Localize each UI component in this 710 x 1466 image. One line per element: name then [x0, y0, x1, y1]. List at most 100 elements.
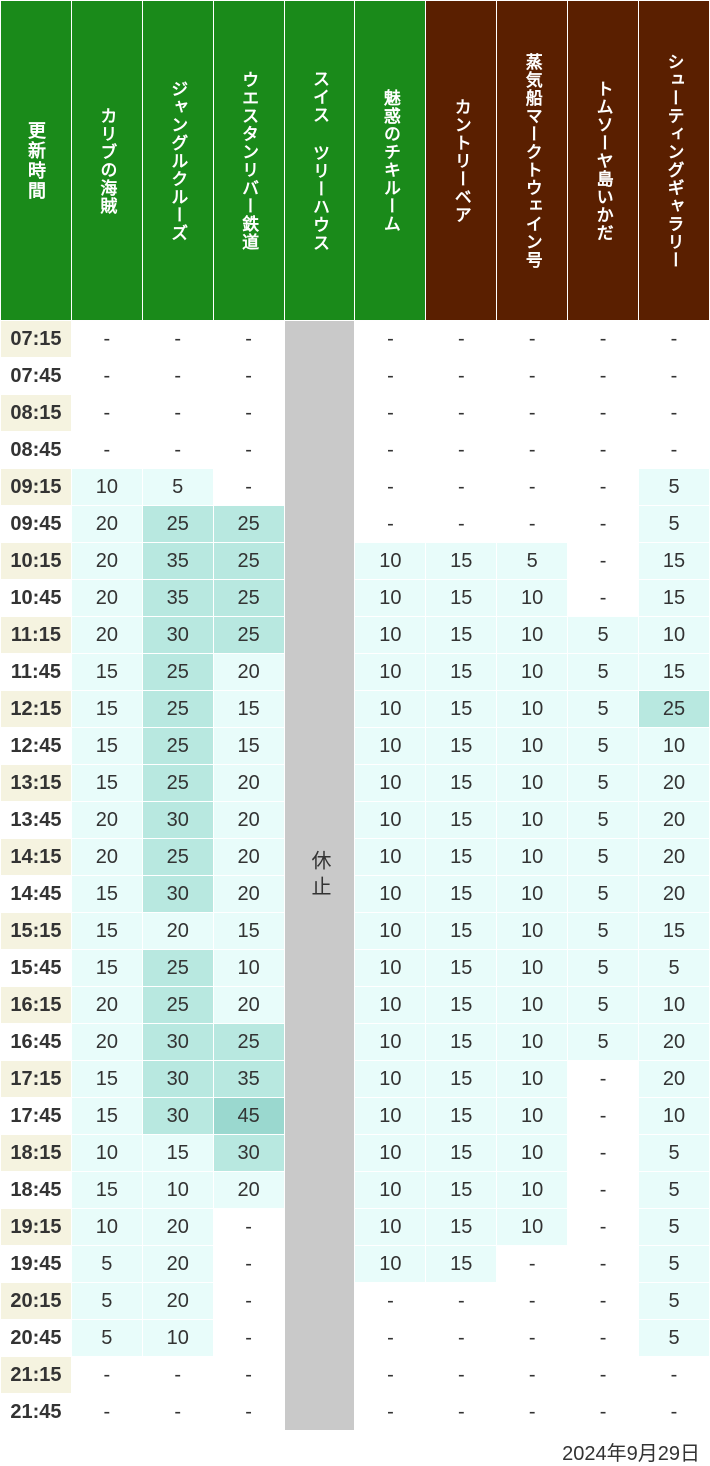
data-cell: 10	[355, 654, 426, 691]
table-row: 10:45203525101510-15	[1, 580, 710, 617]
table-row: 15:4515251010151055	[1, 950, 710, 987]
data-cell: 25	[142, 691, 213, 728]
data-cell: 5	[568, 802, 639, 839]
data-cell: -	[568, 543, 639, 580]
data-cell: -	[497, 1283, 568, 1320]
closed-cell: 休止	[284, 321, 355, 1431]
data-cell: 5	[568, 654, 639, 691]
data-cell: 15	[71, 1172, 142, 1209]
data-cell: -	[213, 358, 284, 395]
data-cell: 20	[639, 1024, 710, 1061]
data-cell: 10	[497, 987, 568, 1024]
data-cell: 10	[497, 1098, 568, 1135]
data-cell: 25	[142, 839, 213, 876]
data-cell: -	[568, 1283, 639, 1320]
data-cell: 10	[71, 1135, 142, 1172]
data-cell: -	[639, 395, 710, 432]
data-cell: 10	[497, 876, 568, 913]
time-cell: 18:15	[1, 1135, 72, 1172]
data-cell: -	[568, 1209, 639, 1246]
data-cell: 10	[639, 1098, 710, 1135]
data-cell: 15	[639, 543, 710, 580]
data-cell: 15	[213, 913, 284, 950]
data-cell: 25	[142, 987, 213, 1024]
table-row: 14:15202520101510520	[1, 839, 710, 876]
data-cell: -	[568, 1061, 639, 1098]
data-cell: -	[568, 358, 639, 395]
data-cell: 15	[71, 913, 142, 950]
data-cell: 15	[213, 728, 284, 765]
data-cell: 5	[639, 1246, 710, 1283]
data-cell: 15	[71, 691, 142, 728]
data-cell: 15	[71, 765, 142, 802]
data-cell: -	[142, 1357, 213, 1394]
time-cell: 20:45	[1, 1320, 72, 1357]
time-cell: 08:45	[1, 432, 72, 469]
data-cell: 10	[497, 728, 568, 765]
data-cell: -	[639, 358, 710, 395]
data-cell: 20	[213, 654, 284, 691]
data-cell: 20	[213, 987, 284, 1024]
data-cell: 15	[71, 1061, 142, 1098]
data-cell: 15	[71, 728, 142, 765]
data-cell: 10	[355, 617, 426, 654]
data-cell: -	[426, 1394, 497, 1431]
data-cell: -	[355, 506, 426, 543]
table-row: 07:45--------	[1, 358, 710, 395]
data-cell: 5	[568, 876, 639, 913]
table-row: 21:15--------	[1, 1357, 710, 1394]
table-row: 08:15--------	[1, 395, 710, 432]
data-cell: -	[142, 358, 213, 395]
data-cell: 5	[639, 1209, 710, 1246]
time-cell: 19:45	[1, 1246, 72, 1283]
data-cell: 10	[639, 987, 710, 1024]
data-cell: 20	[71, 580, 142, 617]
data-cell: 35	[213, 1061, 284, 1098]
data-cell: 15	[426, 1172, 497, 1209]
table-row: 12:45152515101510510	[1, 728, 710, 765]
data-cell: -	[497, 321, 568, 358]
data-cell: -	[355, 469, 426, 506]
data-cell: -	[213, 1246, 284, 1283]
wait-time-table: 更新時間カリブの海賊ジャングルクルーズウエスタンリバー鉄道スイス ツリーハウス魅…	[0, 0, 710, 1431]
time-cell: 11:45	[1, 654, 72, 691]
time-cell: 17:45	[1, 1098, 72, 1135]
table-row: 20:15520-----5	[1, 1283, 710, 1320]
data-cell: 10	[355, 876, 426, 913]
data-cell: 15	[426, 1135, 497, 1172]
data-cell: -	[568, 1098, 639, 1135]
time-cell: 12:45	[1, 728, 72, 765]
data-cell: 5	[568, 728, 639, 765]
data-cell: -	[213, 395, 284, 432]
data-cell: 5	[639, 469, 710, 506]
table-row: 18:15101530101510-5	[1, 1135, 710, 1172]
data-cell: 15	[213, 691, 284, 728]
time-cell: 18:45	[1, 1172, 72, 1209]
table-row: 16:45203025101510520	[1, 1024, 710, 1061]
data-cell: 5	[568, 1024, 639, 1061]
data-cell: 10	[497, 913, 568, 950]
data-cell: 10	[497, 617, 568, 654]
data-cell: 5	[568, 987, 639, 1024]
time-cell: 07:45	[1, 358, 72, 395]
data-cell: -	[213, 469, 284, 506]
table-row: 20:45510-----5	[1, 1320, 710, 1357]
data-cell: -	[426, 432, 497, 469]
data-cell: -	[426, 506, 497, 543]
header-c9: シューティングギャラリー	[639, 1, 710, 321]
table-row: 13:45203020101510520	[1, 802, 710, 839]
data-cell: 15	[426, 839, 497, 876]
data-cell: -	[71, 358, 142, 395]
data-cell: -	[497, 506, 568, 543]
data-cell: -	[568, 395, 639, 432]
data-cell: -	[497, 358, 568, 395]
data-cell: -	[497, 432, 568, 469]
header-row: 更新時間カリブの海賊ジャングルクルーズウエスタンリバー鉄道スイス ツリーハウス魅…	[1, 1, 710, 321]
data-cell: 10	[355, 950, 426, 987]
header-c6: カントリーベア	[426, 1, 497, 321]
data-cell: 15	[426, 950, 497, 987]
data-cell: -	[568, 1320, 639, 1357]
data-cell: -	[568, 580, 639, 617]
data-cell: 15	[426, 617, 497, 654]
table-row: 19:45520-1015--5	[1, 1246, 710, 1283]
